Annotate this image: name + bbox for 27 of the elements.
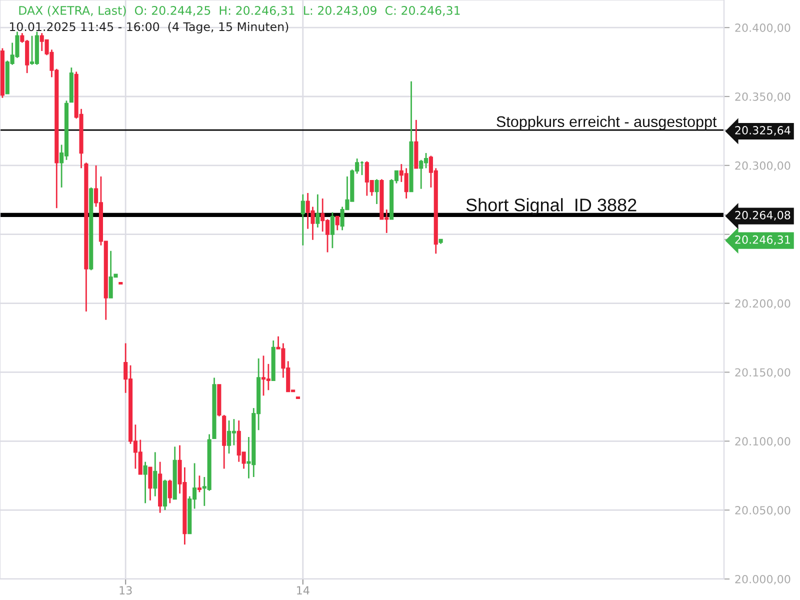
y-tick-label: 20.300,00	[735, 161, 790, 171]
ref-line-label: Stoppkurs erreicht - ausgestoppt	[496, 116, 717, 130]
x-tick-label: 13	[120, 586, 132, 595]
candlestick	[143, 461, 148, 504]
x-tick-label: 14	[297, 586, 310, 594]
candlestick	[374, 178, 379, 205]
ref-line-label: Short Signal ID 3882	[466, 198, 636, 215]
candlestick	[330, 212, 334, 249]
candlestick	[148, 466, 152, 502]
y-tick-label: 20.400,00	[735, 24, 790, 34]
y-tick-label: 20.000,00	[735, 574, 790, 585]
candlestick	[168, 479, 172, 504]
y-tick-label: 20.325,64	[735, 126, 790, 136]
candlestick	[197, 474, 202, 493]
candlestick	[335, 216, 340, 231]
candlestick	[300, 194, 305, 246]
y-tick-label: 20.200,00	[735, 299, 790, 309]
y-tick-label: 20.050,00	[735, 506, 790, 516]
y-tick-label: 20.264,08	[735, 210, 790, 220]
candlestick	[316, 194, 320, 228]
y-tick-label: 20.100,00	[735, 437, 790, 447]
chart-title: DAX (XETRA, Last) O: 20.244,25 H: 20.246,31 L: 20.243,09 C: 20.246,31	[19, 6, 460, 16]
text: 10.01.2025 11:45 - 16:00 (4 Tage, 15 Minuten)	[10, 22, 288, 34]
y-tick-label: 20.350,00	[735, 92, 790, 102]
y-tick-label: 20.150,00	[735, 368, 790, 378]
candlestick	[153, 451, 158, 497]
y-tick-label: 20.246,31	[735, 235, 790, 245]
